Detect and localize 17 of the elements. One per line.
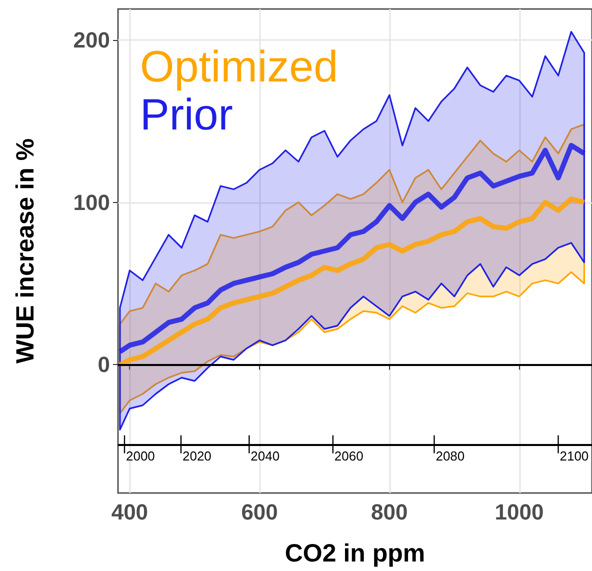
x-tick-label: 1000	[494, 500, 544, 524]
y-axis-title: WUE increase in %	[12, 138, 40, 364]
text: Prior	[140, 90, 233, 140]
y-tick-label: 200	[73, 27, 110, 52]
y-tick-label: 100	[73, 190, 110, 215]
annotation: 2000	[126, 448, 155, 464]
y-tick-label: 0	[98, 352, 110, 378]
annotation: 2020	[182, 448, 212, 464]
annotation: 2100	[560, 448, 589, 464]
x-tick-label: 800	[371, 500, 408, 524]
text: Optimized	[140, 42, 338, 92]
x-tick-label: 400	[111, 500, 148, 524]
x-tick-label: 600	[241, 500, 278, 524]
x-axis-title: CO2 in ppm	[284, 540, 426, 568]
annotation: 2080	[436, 448, 465, 464]
annotation: 2040	[250, 448, 280, 464]
annotation: 2060	[334, 448, 364, 464]
